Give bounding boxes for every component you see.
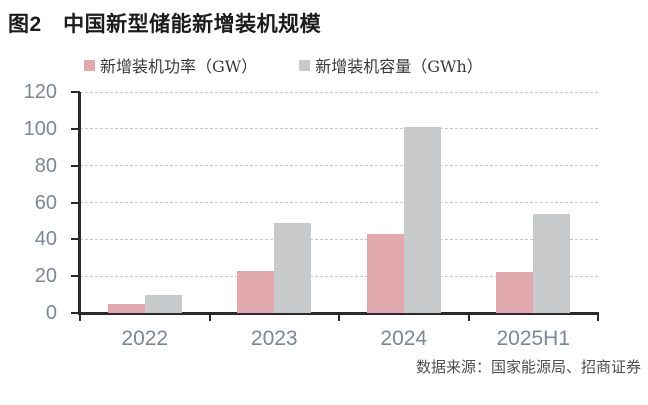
legend-item-capacity: 新增装机容量（GWh）	[299, 53, 483, 77]
x-axis-label-2024: 2024	[380, 327, 428, 350]
gridline-y40	[80, 238, 598, 240]
y-axis-label-120: 120	[23, 81, 57, 103]
legend: 新增装机功率（GW） 新增装机容量（GWh）	[84, 53, 483, 77]
bar-capacity-2023	[274, 222, 312, 313]
x-axis-tick-2	[338, 312, 340, 321]
y-axis-tick-40	[71, 238, 80, 241]
y-axis-label-20: 20	[34, 265, 57, 288]
gridline-y120	[80, 91, 598, 93]
x-axis-label-2025H1: 2025H1	[496, 327, 571, 350]
y-axis-line	[78, 92, 81, 313]
x-axis-label-2022: 2022	[121, 327, 169, 350]
legend-swatch-capacity-icon	[299, 59, 311, 71]
bar-power-2022	[107, 303, 145, 313]
y-axis-tick-100	[71, 127, 80, 130]
y-axis-label-100: 100	[23, 117, 57, 140]
gridline-y60	[80, 202, 598, 203]
y-axis-tick-60	[71, 201, 80, 204]
gridline-y80	[80, 165, 598, 167]
gridline-y20	[80, 275, 598, 277]
chart-title: 图2 中国新型储能新增装机规模	[8, 13, 322, 36]
gridline-y100	[80, 128, 598, 130]
x-axis-tick-4	[597, 312, 599, 321]
y-axis-tick-80	[71, 164, 80, 167]
legend-item-power: 新增装机功率（GW）	[84, 53, 257, 77]
bar-capacity-2024	[403, 126, 441, 313]
bar-capacity-2022	[144, 294, 182, 313]
y-axis-label-40: 40	[34, 228, 57, 251]
legend-label-capacity: 新增装机容量（GWh）	[315, 57, 483, 76]
legend-label-power: 新增装机功率（GW）	[100, 57, 258, 76]
legend-swatch-power-icon	[84, 59, 95, 71]
x-axis-tick-3	[467, 312, 470, 321]
y-axis-tick-120	[71, 91, 80, 93]
bar-power-2023	[237, 270, 275, 313]
bar-power-2024	[366, 233, 404, 313]
x-axis-label-2023: 2023	[250, 327, 298, 350]
y-axis-label-0: 0	[45, 302, 57, 324]
bar-capacity-2025H1	[533, 213, 571, 313]
y-axis-tick-0	[71, 312, 80, 314]
x-axis-tick-1	[208, 312, 211, 321]
y-axis-label-60: 60	[34, 191, 57, 214]
y-axis-tick-20	[71, 275, 80, 278]
data-source-note: 数据来源：国家能源局、招商证券	[415, 359, 641, 376]
bar-power-2025H1	[496, 272, 534, 313]
x-axis-tick-0	[79, 312, 81, 321]
y-axis-label-80: 80	[34, 154, 57, 177]
